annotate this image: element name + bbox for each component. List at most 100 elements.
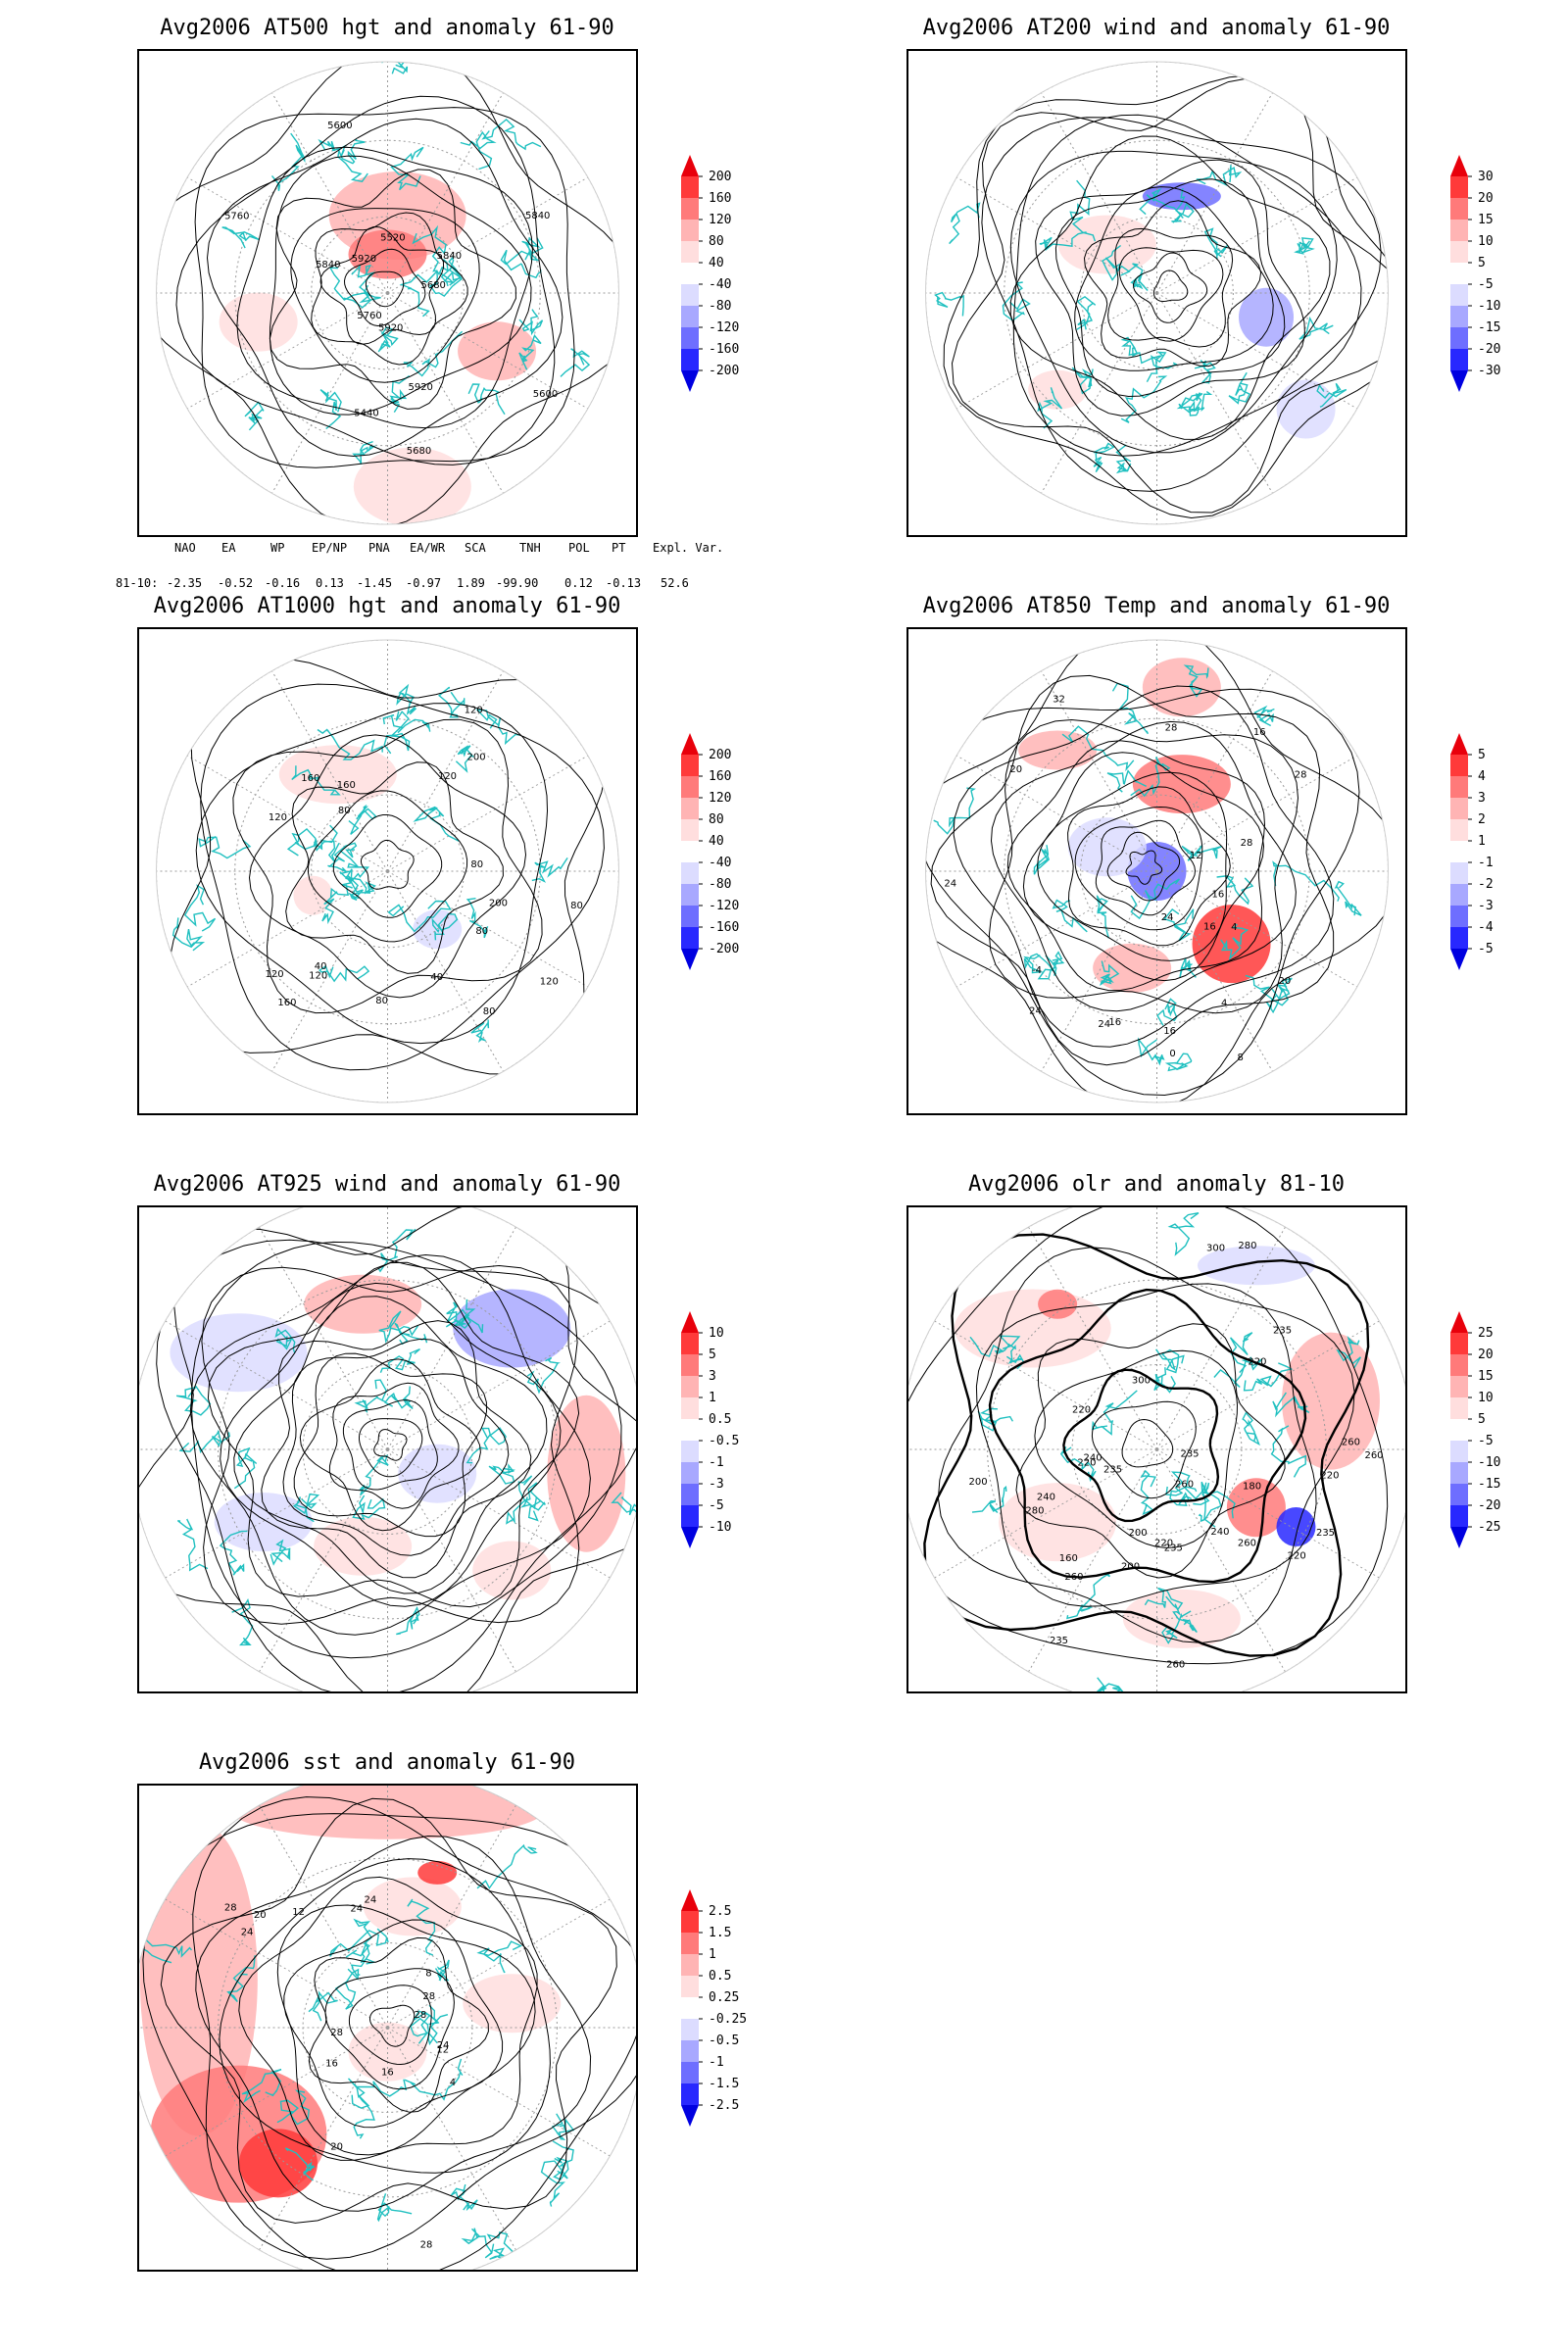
colorbar-label: 160 [709, 191, 731, 206]
contour-line [1083, 200, 1262, 368]
colorbar-label: -5 [1478, 277, 1494, 292]
contour-line [937, 1247, 1355, 1643]
coastline [506, 1482, 542, 1525]
anomaly-patch [954, 1289, 1111, 1368]
colorbar-swatch [1450, 1419, 1468, 1441]
contour-label: 28 [330, 2028, 343, 2038]
colorbar-swatch [681, 1354, 699, 1376]
meridian-line [271, 670, 388, 872]
contour-label: 260 [1342, 1437, 1360, 1447]
contour-label: -4 [1032, 965, 1042, 976]
coastline [221, 226, 260, 249]
colorbar-swatch [1450, 263, 1468, 284]
contour-label: 5680 [420, 280, 445, 291]
contour-line [160, 1797, 617, 2224]
colorbar-swatch [1450, 841, 1468, 862]
contour-label: 235 [1103, 1465, 1122, 1476]
contour-label: 220 [1248, 1357, 1266, 1368]
contour-line [285, 761, 504, 974]
contour-line [1006, 740, 1266, 992]
anomaly-patch [363, 1877, 462, 1936]
colorbar-swatch [1450, 862, 1468, 884]
colorbar-label: 80 [709, 234, 724, 249]
coastline [1228, 371, 1251, 405]
contour-line [156, 1239, 636, 1691]
coastline [1171, 187, 1195, 223]
anomaly-patch [348, 2022, 427, 2082]
contour-line [908, 1207, 1389, 1665]
coastline [286, 827, 318, 857]
contour-line [990, 720, 1297, 1012]
colorbar-label: -80 [709, 299, 731, 314]
contour-label: 240 [1084, 1452, 1102, 1463]
colorbar-swatch [1450, 927, 1468, 949]
colorbar-label: 40 [709, 834, 724, 849]
colorbar-label: 0.25 [709, 1990, 739, 2005]
coastline [183, 884, 217, 932]
coastline [352, 1494, 386, 1520]
coastline [377, 326, 399, 353]
contour-line [332, 814, 443, 918]
colorbar: 2.5 1.5 1 0.5 0.25 -0.25 -0.5 -1 -1.5 -2.5 [681, 1889, 747, 2127]
coastline [1115, 444, 1132, 474]
contour-line [311, 212, 468, 366]
contour-label: 4 [1231, 922, 1237, 933]
coastline [1155, 1348, 1185, 1374]
coastline [379, 1348, 420, 1373]
meridian-line [934, 1320, 1157, 1450]
contour-label: 200 [467, 753, 486, 763]
coastline [284, 2147, 317, 2181]
colorbar-swatch [681, 306, 699, 327]
colorbar-cap-top [1450, 733, 1468, 755]
contour-label: 4 [1221, 998, 1227, 1008]
anomaly-patch [472, 1541, 552, 1600]
contour-label: 24 [1161, 912, 1174, 923]
coastline [270, 1539, 291, 1566]
index-value: 0.13 [316, 576, 344, 590]
contour-label: 24 [1098, 1019, 1110, 1030]
contour-line [319, 225, 445, 345]
anomaly-patch [170, 1313, 308, 1393]
colorbar-label: -2 [1478, 877, 1494, 892]
contour-line [1015, 1323, 1286, 1579]
coastline [977, 1407, 1014, 1432]
colorbar-label: -1 [709, 2055, 724, 2070]
contour-line [232, 718, 543, 1014]
meridian-line [956, 755, 1157, 872]
coastline [328, 267, 381, 309]
anomaly-patch [1276, 1507, 1316, 1547]
colorbar-swatch [681, 1976, 699, 1997]
index-header: TNH [519, 541, 541, 555]
colorbar-label: 2 [1478, 812, 1486, 827]
coastline [560, 348, 591, 377]
colorbar-swatch [681, 1333, 699, 1354]
coastline [1316, 382, 1348, 408]
contour-label: 24 [241, 1927, 254, 1937]
colorbar-cap-top [1450, 155, 1468, 176]
contour-line [293, 1352, 488, 1538]
coastline [1164, 1053, 1193, 1072]
coastline [1002, 281, 1031, 321]
coastline [1270, 1425, 1307, 1478]
colorbar: 25 20 15 10 5 -5 -10 -15 -20 -25 [1450, 1311, 1500, 1548]
anomaly-patch [398, 1444, 477, 1503]
coastline [347, 2078, 408, 2098]
colorbar-label: 1.5 [709, 1926, 731, 1940]
panel-title: Avg2006 olr and anomaly 81-10 [967, 1172, 1346, 1197]
polar-map: 5840 5760 5680 5600 5920 5920 5520 5440 5600 5680… [137, 49, 638, 537]
colorbar-label: 0.5 [709, 1969, 731, 1984]
contour-line [1035, 159, 1306, 416]
panel-title: Avg2006 sst and anomaly 61-90 [198, 1750, 576, 1775]
contour-label: 16 [1203, 922, 1216, 933]
coastline [1181, 844, 1222, 861]
contour-label: 235 [1050, 1636, 1068, 1646]
contour-line [925, 640, 1389, 1102]
panel-title: Avg2006 AT500 hgt and anomaly 61-90 [160, 16, 614, 40]
colorbar-label: -4 [1478, 920, 1494, 935]
contour-label: 24 [350, 1903, 363, 1914]
colorbar-label: -160 [709, 342, 739, 357]
colorbar-label: -5 [1478, 1434, 1494, 1448]
meridian-line [259, 1448, 388, 1673]
coastline [434, 1959, 450, 1982]
contour-label: 220 [1288, 1551, 1306, 1562]
